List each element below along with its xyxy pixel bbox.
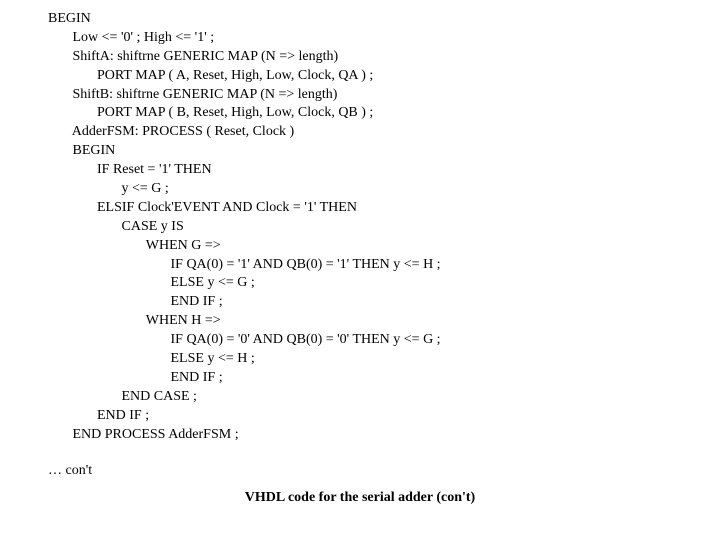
code-line: PORT MAP ( A, Reset, High, Low, Clock, Q…	[48, 68, 373, 83]
code-line: ShiftA: shiftrne GENERIC MAP (N => lengt…	[48, 49, 338, 64]
code-line: IF QA(0) = '1' AND QB(0) = '1' THEN y <=…	[48, 257, 441, 272]
code-line: IF QA(0) = '0' AND QB(0) = '0' THEN y <=…	[48, 332, 441, 347]
code-line: Low <= '0' ; High <= '1' ;	[48, 30, 214, 45]
code-line: ELSE y <= H ;	[48, 351, 255, 366]
code-line: CASE y IS	[48, 219, 184, 234]
code-line: END CASE ;	[48, 389, 197, 404]
code-line: WHEN G =>	[48, 238, 221, 253]
code-line: IF Reset = '1' THEN	[48, 162, 212, 177]
vhdl-code-block: BEGIN Low <= '0' ; High <= '1' ; ShiftA:…	[0, 0, 720, 444]
code-line: END IF ;	[48, 294, 223, 309]
code-line: ELSE y <= G ;	[48, 275, 255, 290]
code-line: BEGIN	[48, 11, 91, 26]
code-line: END IF ;	[48, 370, 223, 385]
code-line: BEGIN	[48, 143, 115, 158]
code-line: y <= G ;	[48, 181, 169, 196]
code-line: WHEN H =>	[48, 313, 221, 328]
code-line: END PROCESS AdderFSM ;	[48, 427, 239, 442]
code-line: ShiftB: shiftrne GENERIC MAP (N => lengt…	[48, 87, 337, 102]
continuation-label: … con't	[0, 462, 720, 481]
code-line: AdderFSM: PROCESS ( Reset, Clock )	[48, 124, 294, 139]
figure-caption: VHDL code for the serial adder (con't)	[0, 489, 720, 508]
code-line: PORT MAP ( B, Reset, High, Low, Clock, Q…	[48, 105, 373, 120]
code-line: ELSIF Clock'EVENT AND Clock = '1' THEN	[48, 200, 357, 215]
code-line: END IF ;	[48, 408, 149, 423]
